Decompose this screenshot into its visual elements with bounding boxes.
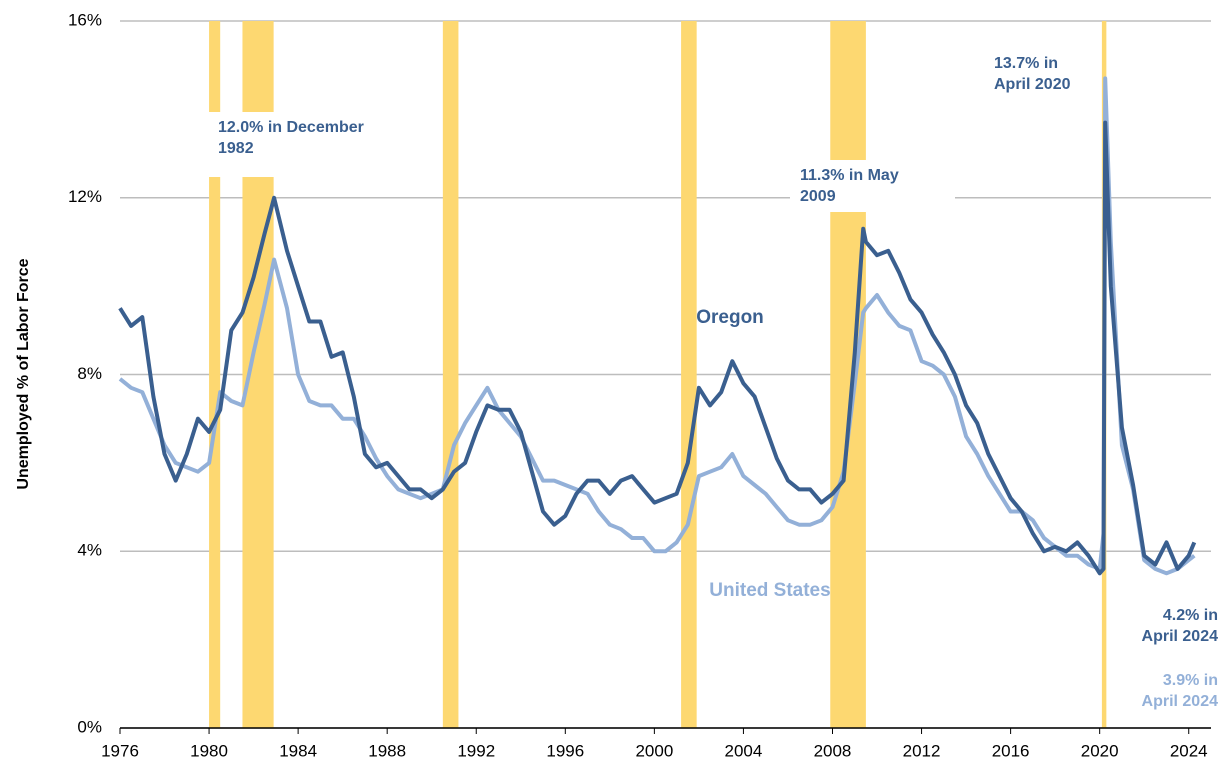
series-label: Oregon — [696, 307, 764, 328]
y-tick-label: 16% — [68, 10, 102, 29]
y-tick-label: 4% — [77, 541, 102, 560]
x-tick-label: 2020 — [1081, 741, 1119, 760]
annotation: 3.9% in — [1163, 672, 1218, 689]
annotation: April 2020 — [994, 76, 1071, 93]
x-tick-label: 2024 — [1170, 741, 1208, 760]
y-tick-label: 8% — [77, 364, 102, 383]
x-tick-label: 1992 — [457, 741, 495, 760]
x-tick-label: 1980 — [190, 741, 228, 760]
annotation: 13.7% in — [994, 55, 1058, 72]
annotation: 1982 — [218, 140, 254, 157]
y-tick-label: 0% — [77, 717, 102, 736]
x-tick-label: 1988 — [368, 741, 406, 760]
x-tick-label: 1976 — [101, 741, 139, 760]
x-tick-label: 1984 — [279, 741, 317, 760]
series-label: United States — [709, 580, 830, 601]
x-tick-label: 2004 — [725, 741, 763, 760]
recession-band — [442, 21, 459, 728]
annotation: 4.2% in — [1163, 607, 1218, 624]
series-line — [118, 76, 1196, 576]
y-axis-label: Unemployed % of Labor Force — [15, 258, 32, 489]
label-background — [985, 48, 1095, 100]
series-line — [118, 120, 1197, 576]
label-background — [200, 112, 290, 177]
recession-band — [830, 21, 866, 728]
label-background — [1120, 665, 1222, 715]
label-background — [790, 160, 955, 212]
x-tick-label: 2012 — [903, 741, 941, 760]
annotation: 11.3% in May — [800, 167, 899, 184]
annotation: April 2024 — [1142, 693, 1219, 710]
label-background — [1120, 600, 1222, 650]
x-tick-label: 2008 — [814, 741, 852, 760]
annotation: April 2024 — [1142, 628, 1219, 645]
annotation: 2009 — [800, 188, 836, 205]
y-tick-label: 12% — [68, 187, 102, 206]
recession-band — [209, 21, 221, 728]
annotation: 12.0% in December — [218, 119, 364, 136]
x-tick-label: 2016 — [992, 741, 1030, 760]
x-tick-label: 2000 — [635, 741, 673, 760]
x-tick-label: 1996 — [546, 741, 584, 760]
recession-band — [681, 21, 697, 728]
